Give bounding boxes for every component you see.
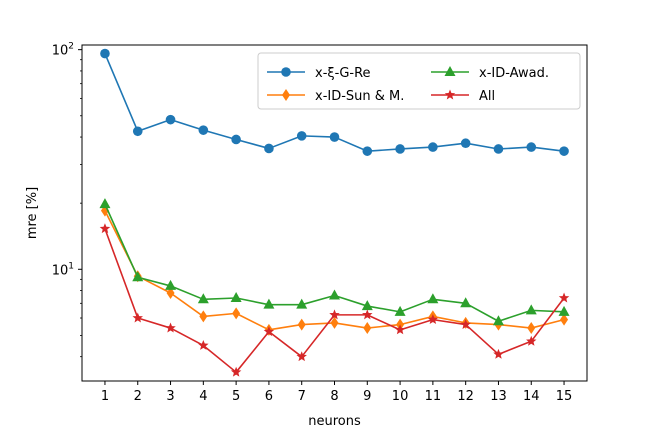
legend-swatch-marker (282, 89, 290, 101)
x-tick-label: 6 (265, 389, 273, 404)
x-axis: 1 2 3 4 5 6 7 8 9 10 11 12 13 14 15 (101, 381, 573, 404)
data-point (427, 314, 439, 325)
data-point (394, 324, 406, 335)
data-point (132, 271, 144, 282)
data-point (165, 322, 176, 333)
data-point (525, 304, 537, 315)
data-point (263, 298, 275, 309)
data-point (493, 348, 504, 359)
x-axis-label: neurons (308, 414, 361, 429)
y-axis-label: mre [%] (25, 187, 40, 239)
x-tick-label: 11 (425, 389, 442, 404)
x-tick-label: 15 (556, 389, 573, 404)
data-point (330, 316, 339, 329)
data-point (558, 292, 570, 303)
legend-frame (257, 52, 581, 110)
x-tick-label: 9 (363, 389, 371, 404)
data-point (165, 279, 177, 290)
data-point (460, 138, 471, 149)
data-point (558, 305, 570, 316)
data-point (395, 144, 405, 154)
data-point (198, 339, 209, 350)
x-tick-label: 14 (523, 389, 540, 404)
data-point (329, 289, 340, 300)
data-point (362, 146, 373, 156)
legend-item: All (431, 89, 495, 104)
x-tick-label: 7 (298, 389, 306, 404)
series-2 (99, 198, 570, 326)
data-point (198, 125, 209, 135)
data-point (329, 309, 340, 320)
data-point (394, 305, 406, 316)
data-point (199, 310, 208, 323)
data-point (296, 131, 307, 141)
series-layer (99, 48, 570, 377)
x-tick-label: 5 (232, 389, 240, 404)
y-tick-label: 102 (52, 42, 74, 59)
y-tick-label: 101 (52, 261, 74, 278)
data-point (428, 142, 438, 152)
data-point (232, 307, 241, 320)
data-point (230, 292, 242, 303)
x-tick-label: 13 (490, 389, 507, 404)
data-point (492, 315, 504, 326)
data-point (166, 286, 175, 299)
y-tick-label-base: 10 (52, 263, 69, 278)
data-point (132, 312, 143, 323)
data-point (99, 223, 111, 234)
data-point (526, 335, 537, 346)
data-point (527, 322, 536, 335)
data-point (560, 313, 569, 326)
data-point (427, 293, 439, 304)
data-point (197, 293, 209, 304)
x-tick-label: 12 (457, 389, 474, 404)
data-point (231, 134, 241, 145)
x-tick-label: 2 (134, 389, 142, 404)
legend-label: x-ID-Awad. (479, 66, 549, 81)
series-line (104, 228, 565, 373)
legend: x-ξ-G-Re x-ID-Sun & M. x-ID-Awad. All (257, 52, 581, 110)
x-tick-label: 1 (101, 389, 109, 404)
y-tick-label-exponent: 2 (68, 42, 74, 52)
legend-label: x-ξ-G-Re (315, 66, 371, 81)
legend-item: x-ID-Awad. (431, 66, 549, 81)
x-tick-label: 10 (392, 389, 409, 404)
x-tick-label: 3 (166, 389, 174, 404)
x-tick-label: 4 (199, 389, 207, 404)
y-tick-label-base: 10 (52, 44, 69, 59)
data-point (264, 143, 274, 154)
y-tick-label-exponent: 1 (68, 261, 74, 271)
data-point (99, 198, 111, 209)
data-point (559, 146, 569, 156)
data-point (263, 326, 275, 337)
data-point (297, 318, 306, 331)
data-point (100, 48, 110, 59)
data-point (460, 319, 471, 330)
data-point (132, 126, 143, 137)
data-point (230, 366, 242, 377)
data-point (363, 322, 372, 335)
legend-swatch-marker (444, 66, 456, 76)
legend-swatch-marker (444, 89, 456, 100)
legend-swatch-marker (281, 67, 291, 77)
data-point (526, 142, 537, 152)
data-point (362, 309, 373, 320)
legend-label: x-ID-Sun & M. (315, 89, 404, 104)
series-3 (99, 223, 570, 377)
series-0 (100, 48, 569, 156)
data-point (165, 114, 176, 125)
legend-item: x-ID-Sun & M. (267, 89, 404, 104)
data-point (460, 297, 472, 308)
series-line (104, 203, 565, 323)
data-point (296, 298, 308, 309)
data-point (329, 132, 340, 142)
data-point (493, 144, 504, 154)
data-point (361, 300, 373, 311)
legend-label: All (479, 89, 495, 104)
data-point (296, 351, 307, 362)
legend-item: x-ξ-G-Re (267, 66, 371, 81)
x-tick-label: 8 (330, 389, 338, 404)
